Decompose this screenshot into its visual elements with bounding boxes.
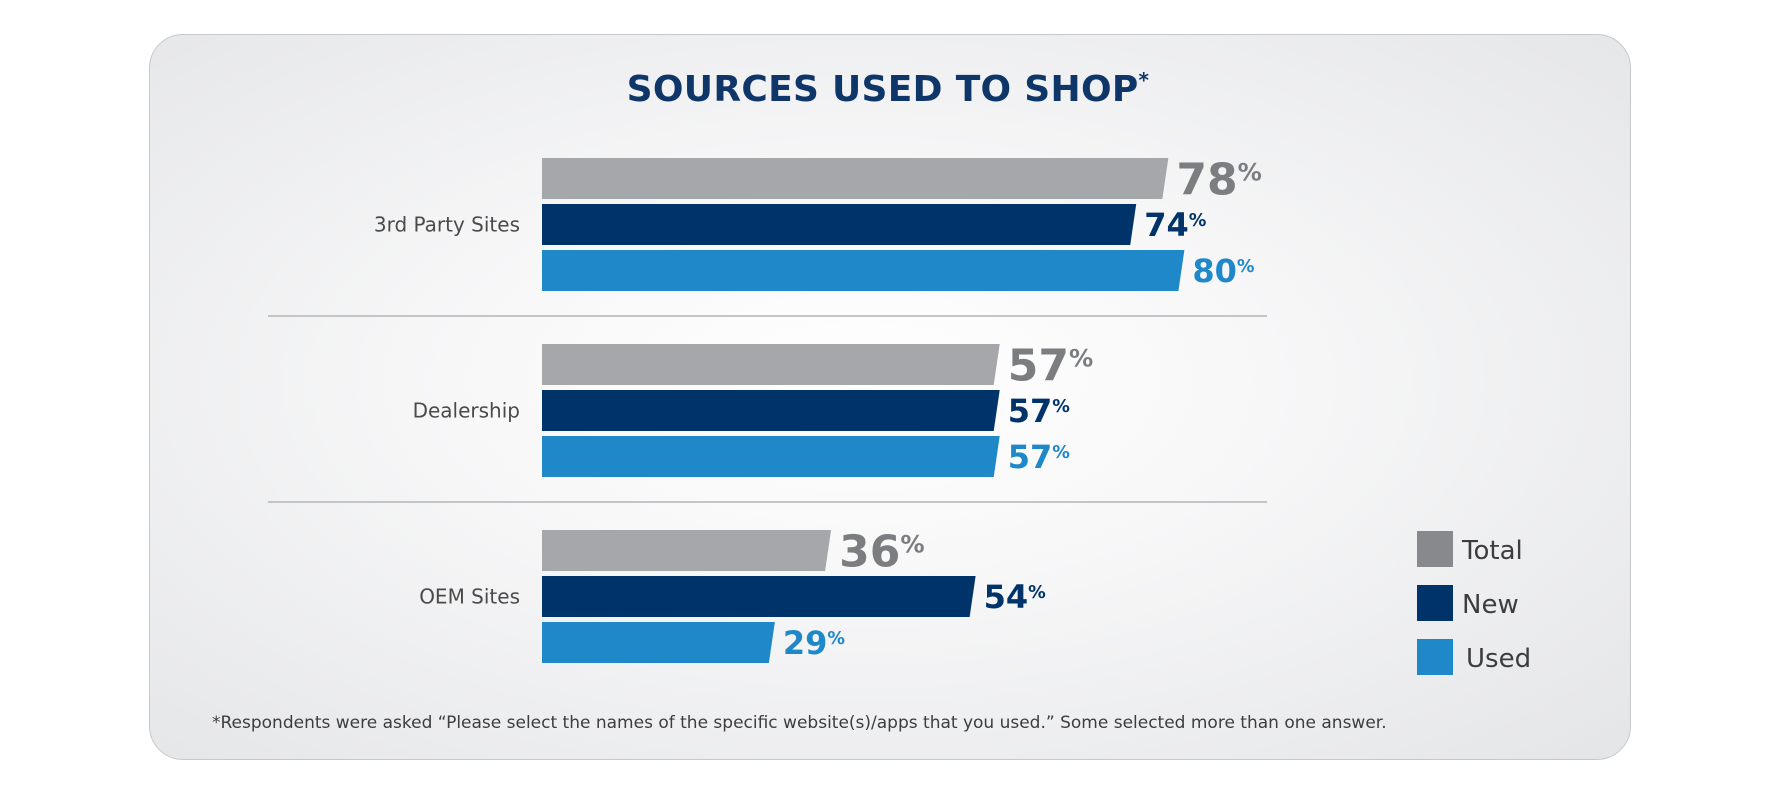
legend-swatch-used [1417,639,1453,675]
legend-label-total: Total [1461,536,1523,566]
category-label-oem-sites: OEM Sites [419,585,520,609]
bar-total-dealership [542,344,1000,385]
bar-total-oem-sites [542,530,832,571]
value-label-total-dealership: 57% [1008,340,1093,391]
value-label-used-oem-sites: 29% [783,624,846,662]
bar-new-dealership [542,390,1000,431]
bar-used-oem-sites [542,622,775,663]
value-label-total-oem-sites: 36% [839,526,924,577]
legend-label-new: New [1462,590,1519,620]
category-label-3rd-party-sites: 3rd Party Sites [374,213,520,237]
legend-swatch-total [1417,531,1453,567]
value-label-new-dealership: 57% [1008,392,1071,430]
category-label-dealership: Dealership [413,399,520,423]
bar-total-3rd-party-sites [542,158,1169,199]
legend-swatch-new [1417,585,1453,621]
bar-used-3rd-party-sites [542,250,1185,291]
legend-label-used: Used [1466,644,1531,674]
value-label-new-3rd-party-sites: 74% [1144,206,1207,244]
bar-new-oem-sites [542,576,976,617]
bar-new-3rd-party-sites [542,204,1137,245]
chart-title-asterisk: * [1138,68,1150,92]
value-label-total-3rd-party-sites: 78% [1176,154,1261,205]
bar-used-dealership [542,436,1000,477]
chart-title: SOURCES USED TO SHOP* [0,68,1776,110]
chart-footnote: *Respondents were asked “Please select t… [212,713,1387,733]
chart-title-text: SOURCES USED TO SHOP [626,69,1139,110]
value-label-used-3rd-party-sites: 80% [1192,252,1255,290]
value-label-used-dealership: 57% [1008,438,1071,476]
value-label-new-oem-sites: 54% [984,578,1047,616]
